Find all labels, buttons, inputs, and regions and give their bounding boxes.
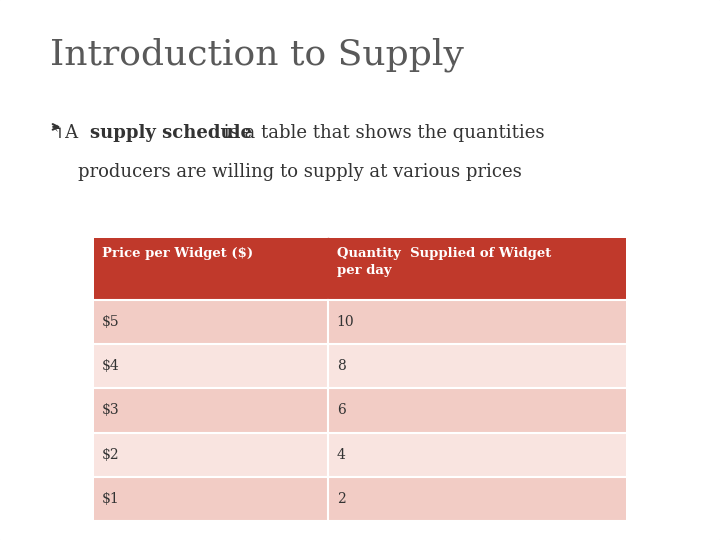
Text: is a table that shows the quantities: is a table that shows the quantities [218,124,544,142]
Text: $2: $2 [102,448,120,462]
Text: 2: 2 [337,492,346,506]
Text: supply schedule: supply schedule [90,124,252,142]
Text: 10: 10 [337,315,354,329]
Text: $1: $1 [102,492,120,506]
Text: 6: 6 [337,403,346,417]
Bar [94,300,626,344]
Text: 8: 8 [337,359,346,373]
Text: $4: $4 [102,359,120,373]
Text: 4: 4 [337,448,346,462]
Text: $3: $3 [102,403,120,417]
Text: Quantity  Supplied of Widget
per day: Quantity Supplied of Widget per day [337,247,551,278]
Bar [94,477,626,521]
Text: producers are willing to supply at various prices: producers are willing to supply at vario… [78,163,521,181]
Text: $5: $5 [102,315,120,329]
Bar [94,433,626,477]
Text: Price per Widget ($): Price per Widget ($) [102,247,253,260]
Bar [94,238,626,300]
Bar [94,344,626,388]
Bar [94,388,626,433]
Text: ↰A: ↰A [50,124,84,142]
Text: Introduction to Supply: Introduction to Supply [50,38,464,72]
